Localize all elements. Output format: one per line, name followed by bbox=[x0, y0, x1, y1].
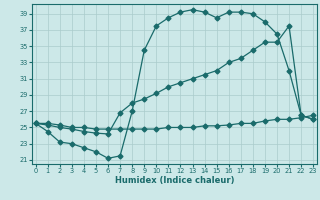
X-axis label: Humidex (Indice chaleur): Humidex (Indice chaleur) bbox=[115, 176, 234, 185]
